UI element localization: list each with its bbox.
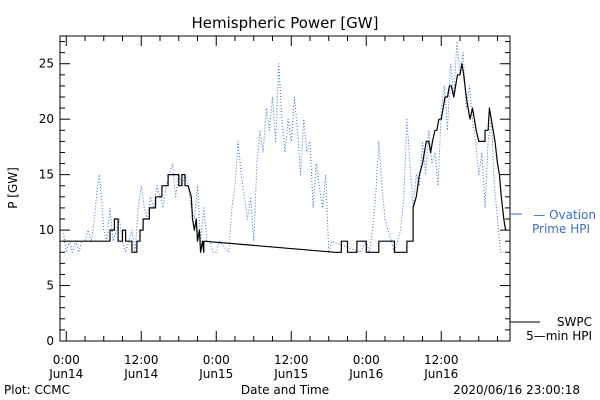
y-axis-label: P [GW] <box>6 167 20 209</box>
x-tick-time: 12:00 <box>124 353 159 367</box>
x-tick-date: Jun14 <box>123 367 158 381</box>
y-axis: 0 5 10 15 20 25 <box>39 41 510 348</box>
x-axis-label: Date and Time <box>241 383 329 397</box>
y-tick-label: 0 <box>46 334 54 348</box>
footer-left: Plot: CCMC <box>4 383 70 397</box>
x-tick-time: 12:00 <box>274 353 309 367</box>
y-tick-label: 5 <box>46 279 54 293</box>
x-tick-time: 12:00 <box>424 353 459 367</box>
x-tick-time: 0:00 <box>53 353 80 367</box>
chart-title: Hemispheric Power [GW] <box>192 14 379 32</box>
y-tick-label: 20 <box>39 112 54 126</box>
footer-right: 2020/06/16 23:00:18 <box>453 383 580 397</box>
plot-frame <box>59 35 511 342</box>
x-axis: 0:00Jun1412:00Jun140:00Jun1512:00Jun150:… <box>48 36 498 381</box>
x-tick-date: Jun14 <box>48 367 83 381</box>
swpc-hpi-series <box>63 63 507 253</box>
ovation-prime-hpi-series <box>62 41 504 253</box>
y-tick-label: 15 <box>39 168 54 182</box>
x-tick-date: Jun15 <box>198 367 233 381</box>
x-tick-date: Jun16 <box>348 367 383 381</box>
ovation-legend-line1: — Ovation <box>533 208 596 222</box>
x-tick-time: 0:00 <box>353 353 380 367</box>
x-tick-time: 0:00 <box>203 353 230 367</box>
x-tick-date: Jun15 <box>273 367 308 381</box>
swpc-legend-line1: SWPC <box>557 315 592 329</box>
ovation-legend-line2: Prime HPI <box>532 222 590 236</box>
x-tick-date: Jun16 <box>423 367 458 381</box>
y-tick-label: 10 <box>39 223 54 237</box>
y-tick-label: 25 <box>39 57 54 71</box>
swpc-legend-line2: 5—min HPI <box>526 329 592 343</box>
series-layer <box>62 41 507 253</box>
